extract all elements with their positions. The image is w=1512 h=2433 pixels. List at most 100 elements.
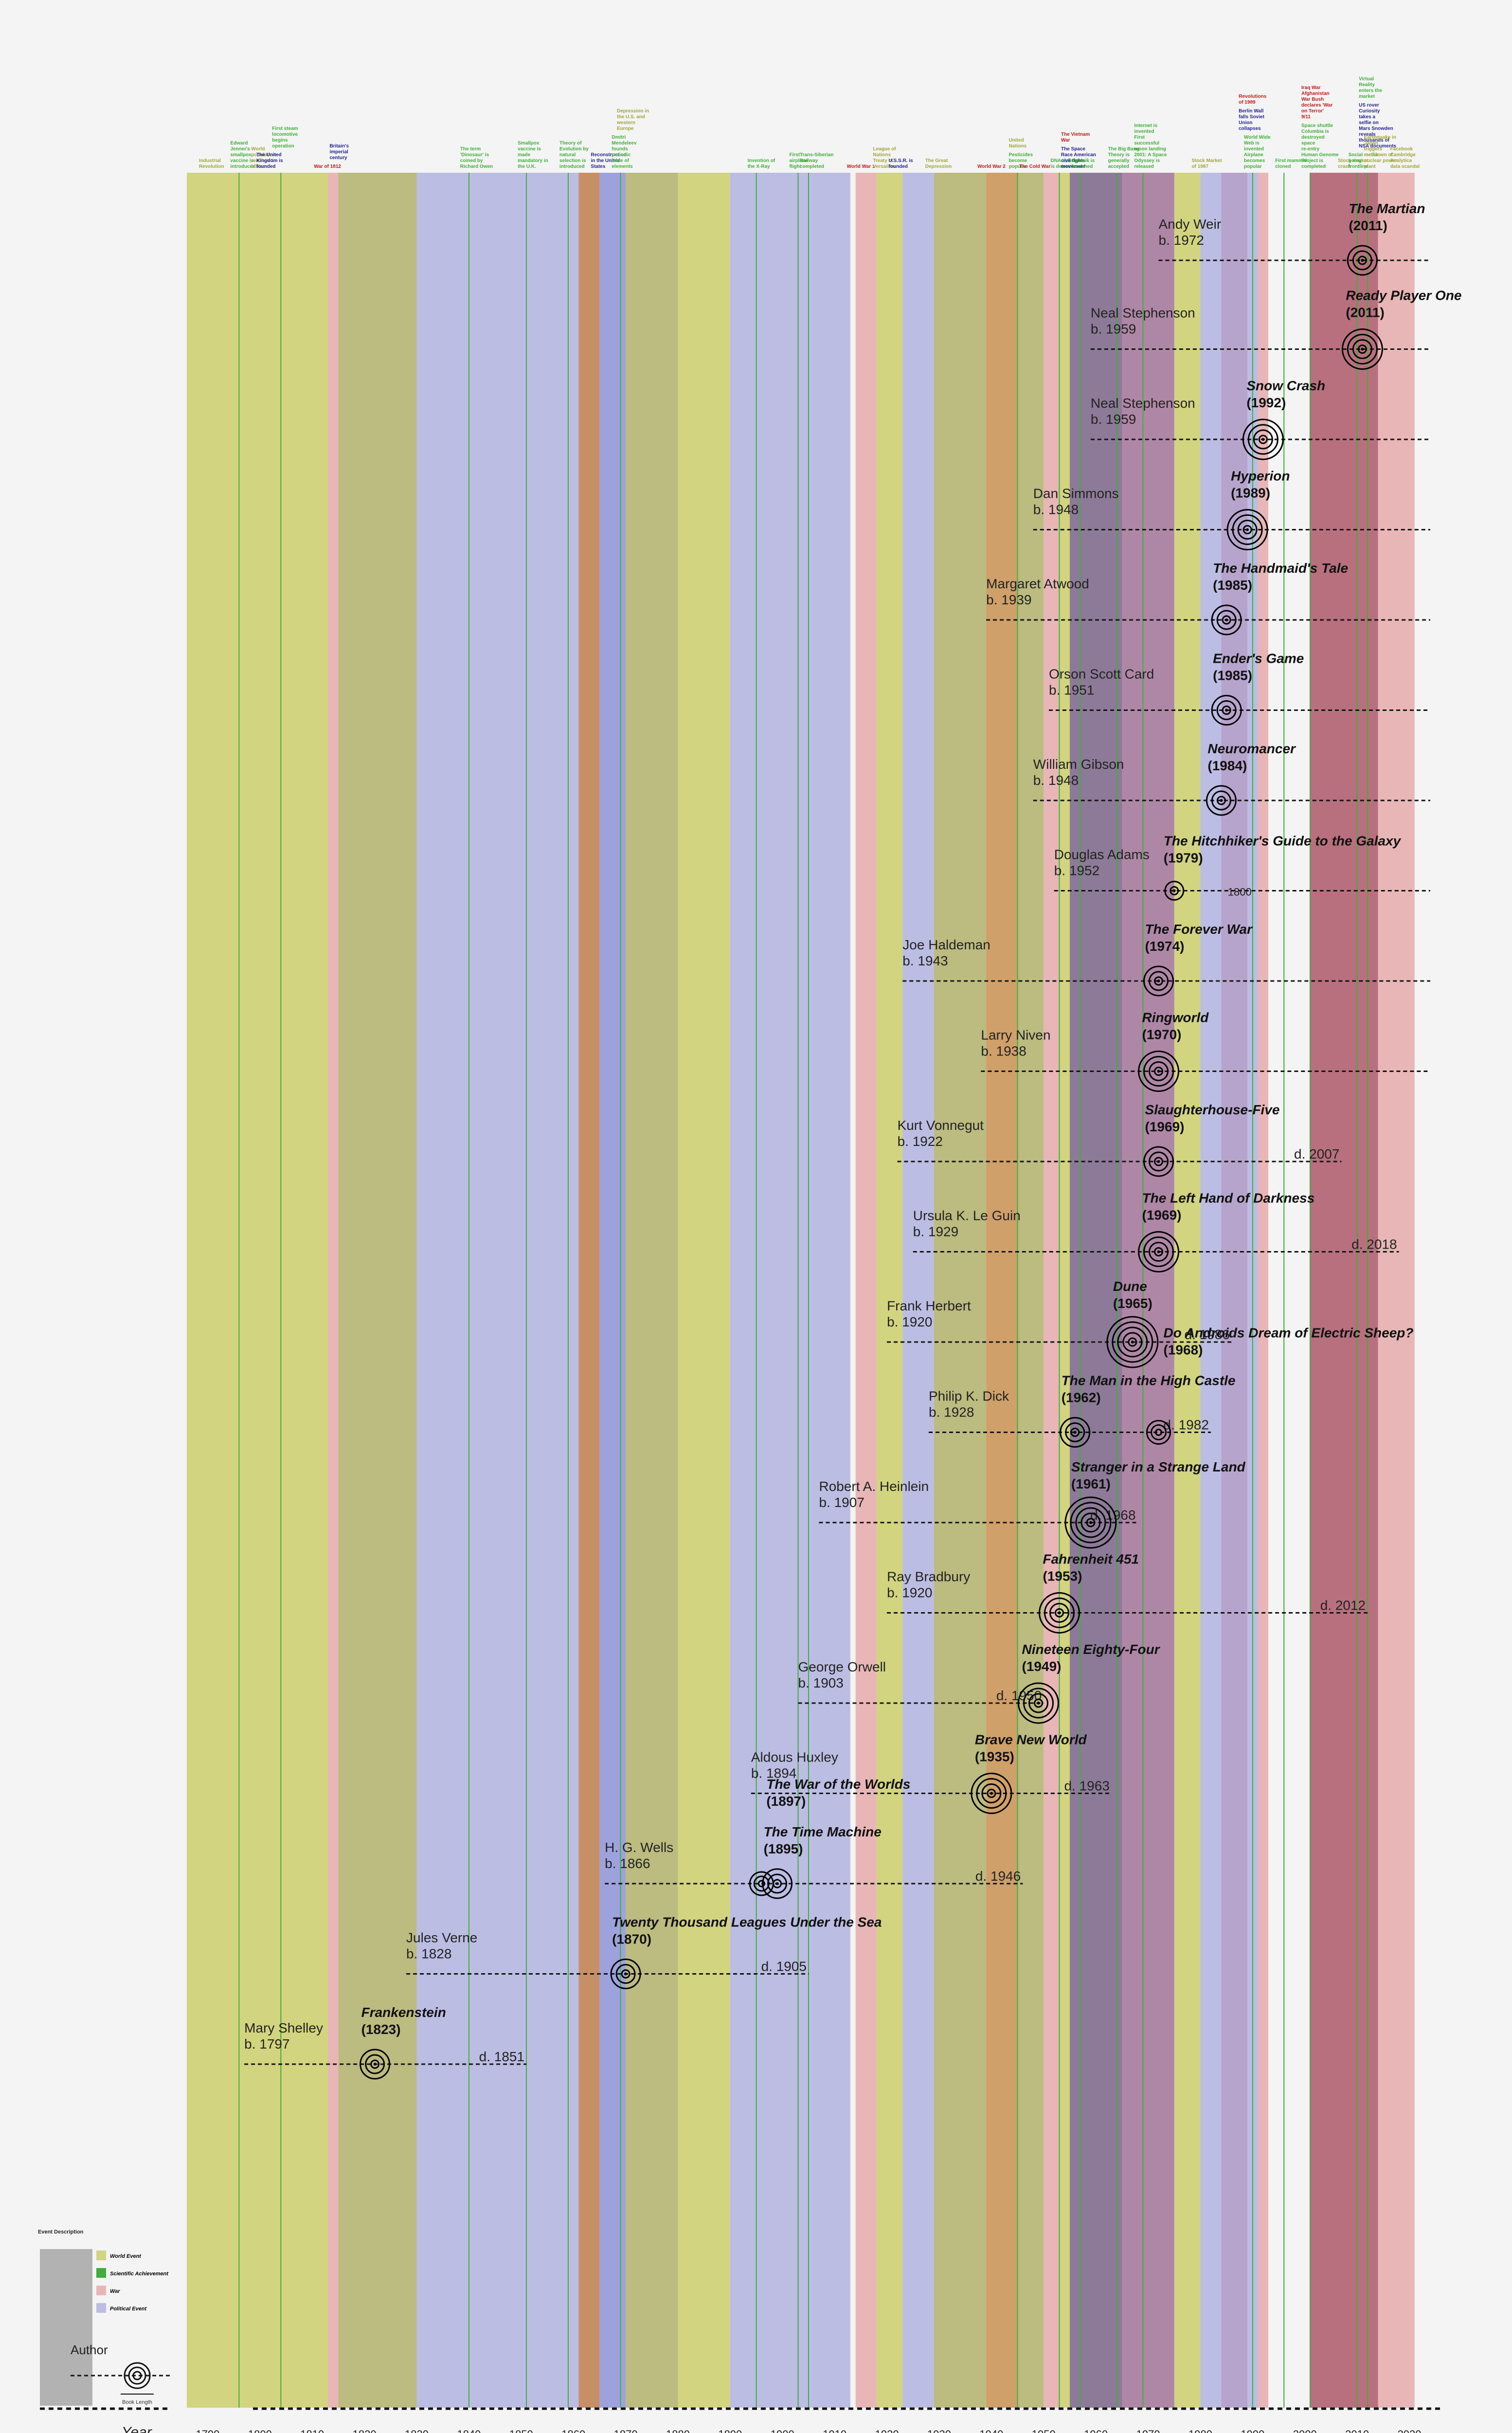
event-label-line: Social media [1349,152,1379,158]
book-center [1058,1611,1061,1615]
book-year: (1992) [1246,395,1286,410]
legend-swatch-block [40,2249,92,2406]
author-died: d. 2018 [1351,1237,1397,1252]
event-label-line: becomes [1244,158,1265,163]
event-label-line: The Great [925,158,948,163]
book-ring [1222,706,1231,715]
author-born: b. 1828 [406,1946,451,1961]
book-ring [365,2054,385,2074]
book-year: (1970) [1142,1027,1182,1042]
author-born: b. 1938 [981,1044,1026,1059]
book-year: (1979) [1164,851,1203,866]
event-label: The Cold War [1019,164,1050,169]
book-title: Brave New World [975,1732,1087,1747]
era-band [416,173,579,2408]
event-label-line: smallpox [230,152,252,158]
era-band [599,173,626,2408]
book-ring [1242,525,1252,534]
event-label-line: Revolution [199,164,224,169]
event-label-line: United [1009,138,1024,143]
event-label-line: introduced [559,164,585,169]
event-label-line: War [1061,138,1070,143]
book-center [1361,347,1364,351]
event-label-line: the X-Ray [748,164,771,169]
book-ring [1242,418,1284,460]
event-label-line: Richard Owen [460,164,493,169]
author-name: Ray Bradbury [887,1569,970,1584]
book-year: (1935) [975,1749,1014,1764]
event-label-line: vaccine is [518,146,541,152]
book-title: Ringworld [1142,1010,1209,1025]
event-label-line: airplane [790,158,809,163]
event-label-line: on Terror' [1301,109,1324,114]
year-tick-label: 1990 [1241,2428,1264,2433]
author-born: b. 1952 [1054,863,1099,878]
event-label-line: Evolution by [559,146,589,152]
year-tick-label: 1960 [1084,2428,1108,2433]
legend-heading: Event Description [38,2229,84,2235]
event-label-line: War of 1812 [314,164,341,169]
author-died: d. 1982 [1164,1417,1209,1433]
book-center [990,1792,993,1795]
book-title: The Hitchhiker's Guide to the Galaxy [1164,834,1402,849]
event-label-line: Columbia is [1301,129,1329,134]
book-center [1261,438,1265,441]
book-year: (1974) [1145,939,1185,954]
event-label-line: Mendeleev [612,141,637,146]
event-label-line: founds [612,146,628,152]
event-label-line: completed [1301,164,1326,169]
event-label-line: Britain's [329,144,349,149]
event-label-line: 2001: A Space [1134,152,1167,158]
event-label-line: going [1349,158,1362,163]
book-year: (1989) [1231,486,1270,501]
event-label-line: selection is [559,158,586,163]
author-died: d. 2012 [1320,1598,1366,1613]
book-year: (1968) [1164,1343,1203,1358]
event-label-line: meltdown of [1364,152,1393,158]
event-label-line: Trans-Siberian [800,152,833,158]
author-born: b. 1959 [1091,412,1136,427]
event-label-line: falls Soviet [1239,114,1264,120]
year-tick-label: 1850 [509,2428,533,2433]
event-label: Virtual Reality enters the market [1359,76,1382,99]
event-lines [238,173,1368,2408]
event-label-line: collapses [1239,126,1261,131]
event-label: Revolutions of 1989 [1239,94,1267,105]
book-ring [1154,976,1164,986]
era-band [1221,173,1248,2408]
era-band [1174,173,1201,2408]
book-ring [1151,1424,1167,1440]
event-label-line: in the United [591,158,620,163]
author-born: b. 1943 [902,953,948,968]
era-band [730,173,850,2408]
year-tick-label: 1860 [561,2428,585,2433]
author-name: Mary Shelley [244,2020,323,2035]
book-year: (1953) [1043,1569,1082,1584]
event-labels: Industrial Revolution Edward Jenner's smallp… [199,76,1420,169]
year-tick-label: 1980 [1188,2428,1212,2433]
legend-ring-mid [128,2366,146,2385]
book-year: (1985) [1213,668,1252,683]
year-tick-label: 1920 [875,2428,899,2433]
book-ring [981,1783,1002,1803]
year-tick-label: 1930 [927,2428,951,2433]
event-label-line: natural [559,152,576,158]
event-label-line: periodic [612,152,630,158]
event-label-line: Odyssey is [1134,158,1160,163]
book-ring [1023,1688,1054,1719]
event-label: U.S.S.R. is founded [889,158,913,169]
event-label-line: Theory is [1108,152,1130,158]
author-born: b. 1972 [1159,233,1204,248]
book-ring [1143,1056,1174,1087]
axis-title: Year [122,2424,152,2433]
event-label: DNA structure is determined [1050,158,1083,169]
event-label-line: invented [1244,146,1264,152]
event-label-line: Internet is [1134,123,1157,128]
event-label-line: flight [790,164,802,169]
year-tick-label: 1880 [666,2428,690,2433]
legend-ring-inner [132,2371,142,2380]
